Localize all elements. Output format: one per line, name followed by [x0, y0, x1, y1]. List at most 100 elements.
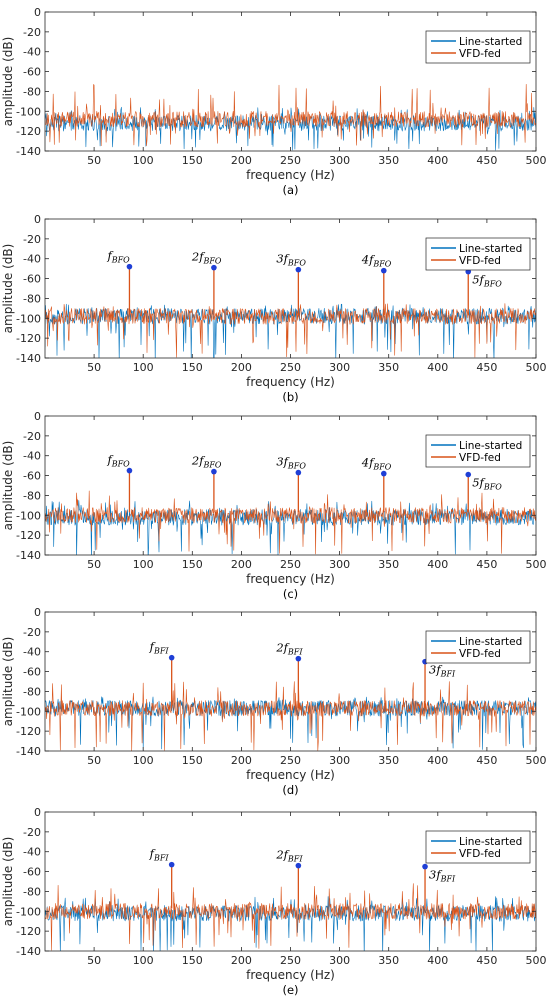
peak-marker [211, 264, 217, 271]
x-tick-label: 300 [329, 558, 350, 571]
x-tick-label: 50 [87, 754, 101, 767]
peak-marker [295, 655, 302, 662]
y-tick-label: -140 [16, 745, 41, 758]
y-tick-label: -120 [16, 529, 41, 542]
series-group [45, 470, 536, 555]
peak-marker [126, 263, 133, 270]
x-tick-label: 300 [329, 361, 350, 374]
peak-label: 4fBFO [361, 253, 392, 269]
y-tick-label: 0 [34, 606, 41, 619]
y-tick-label: -40 [23, 46, 41, 59]
legend-entry: VFD-fed [459, 848, 501, 860]
x-tick-label: 150 [182, 754, 203, 767]
x-tick-label: 350 [378, 558, 399, 571]
x-tick-label: 200 [231, 558, 252, 571]
x-tick-label: 450 [476, 154, 497, 167]
y-tick-label: -120 [16, 925, 41, 938]
y-tick-label: -140 [16, 549, 41, 562]
y-axis-label: amplitude (dB) [1, 244, 15, 334]
x-tick-label: 100 [133, 754, 154, 767]
y-axis-label: amplitude (dB) [1, 441, 15, 531]
y-tick-label: -100 [16, 105, 41, 118]
x-tick-label: 350 [378, 154, 399, 167]
y-tick-label: -100 [16, 905, 41, 918]
legend-entry: VFD-fed [459, 48, 501, 60]
legend-box [425, 630, 531, 664]
x-tick-label: 100 [133, 954, 154, 967]
x-tick-label: 400 [427, 154, 448, 167]
panel-label: (d) [282, 783, 298, 797]
x-tick-label: 450 [476, 754, 497, 767]
chart-panel-1: 0 -20 -40 -60 -80 -100 -120 -140 50 100 150 200 250 3… [1, 6, 547, 197]
peak-label: 3fBFO [276, 252, 306, 268]
series-line-vfd-fed [45, 490, 536, 555]
x-tick-label: 100 [133, 154, 154, 167]
series-line-vfd-fed [45, 681, 536, 751]
peak-label: 5fBFO [472, 476, 502, 492]
peak-label: 2fBFO [191, 454, 222, 470]
legend-entry: VFD-fed [459, 648, 501, 660]
peak-label: fBFO [106, 249, 130, 265]
x-axis-label: frequency (Hz) [246, 168, 335, 182]
panel-label: (b) [282, 390, 298, 404]
x-tick-label: 50 [87, 154, 101, 167]
x-tick-label: 350 [378, 754, 399, 767]
y-tick-label: -80 [23, 85, 41, 98]
x-tick-label: 500 [526, 154, 547, 167]
y-axis-label: amplitude (dB) [1, 837, 15, 927]
legend-entry: VFD-fed [459, 255, 501, 267]
legend-entry: Line-started [459, 440, 522, 452]
x-tick-label: 500 [526, 558, 547, 571]
x-tick-label: 300 [329, 754, 350, 767]
peak-label: 5fBFO [472, 273, 502, 289]
y-axis-label: amplitude (dB) [1, 37, 15, 127]
chart-panel-2: fBFO 2fBFO 3fBFO 4fBFO 5fBFO 0 -20 -40 -60 -80 -10… [1, 213, 547, 404]
y-tick-label: -20 [23, 26, 41, 39]
x-tick-label: 300 [329, 954, 350, 967]
y-tick-label: -80 [23, 489, 41, 502]
legend-entry: Line-started [459, 836, 522, 848]
series-line-vfd-fed [45, 84, 536, 146]
x-tick-label: 300 [329, 154, 350, 167]
peak-label: 2fBFO [191, 250, 222, 266]
peak-marker [380, 267, 387, 274]
x-axis-label: frequency (Hz) [246, 968, 335, 982]
y-tick-label: -80 [23, 292, 41, 305]
x-tick-label: 400 [427, 361, 448, 374]
legend-entry: VFD-fed [459, 452, 501, 464]
x-tick-label: 250 [280, 154, 301, 167]
x-tick-label: 350 [378, 954, 399, 967]
series-group [45, 266, 536, 358]
y-tick-label: -140 [16, 145, 41, 158]
y-axis-label: amplitude (dB) [1, 637, 15, 727]
peak-label: 2fBFI [275, 848, 303, 864]
peak-marker [168, 861, 175, 868]
y-tick-label: -100 [16, 312, 41, 325]
series-line-line-started [45, 106, 536, 151]
y-tick-label: -60 [23, 666, 41, 679]
x-tick-label: 250 [280, 558, 301, 571]
y-tick-label: -120 [16, 725, 41, 738]
peak-marker [295, 469, 302, 476]
peak-marker [380, 470, 387, 477]
x-tick-label: 150 [182, 954, 203, 967]
x-tick-label: 400 [427, 558, 448, 571]
peak-label: 3fBFI [429, 868, 456, 884]
x-tick-label: 150 [182, 361, 203, 374]
y-tick-label: 0 [34, 410, 41, 423]
peak-marker [126, 467, 133, 474]
y-tick-label: -40 [23, 253, 41, 266]
y-tick-label: -40 [23, 646, 41, 659]
y-tick-label: -40 [23, 450, 41, 463]
y-tick-label: -20 [23, 430, 41, 443]
legend-box [425, 237, 531, 271]
x-tick-label: 500 [526, 954, 547, 967]
y-tick-label: -140 [16, 352, 41, 365]
series-group [45, 864, 536, 951]
y-tick-label: -120 [16, 125, 41, 138]
x-axis-label: frequency (Hz) [246, 375, 335, 389]
